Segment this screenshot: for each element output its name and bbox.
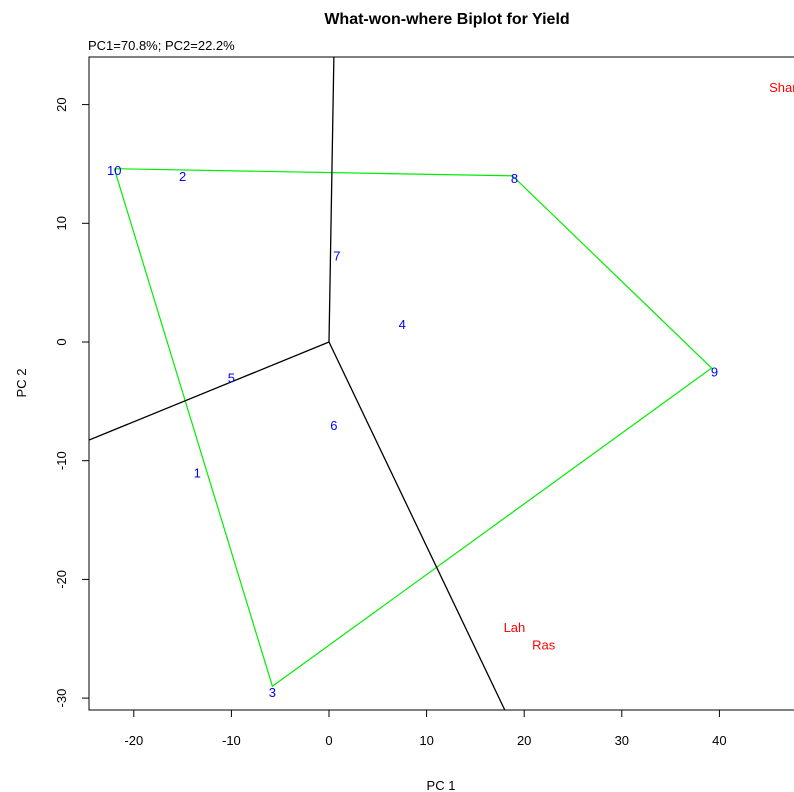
- genotype-labels-layer: 1 2 3 4 5 6 7 8 9 10: [107, 163, 718, 700]
- genotype-label-5: 5: [228, 371, 235, 386]
- genotype-label-9: 9: [711, 365, 718, 380]
- genotype-label-6: 6: [330, 418, 337, 433]
- polygon-layer: [113, 168, 713, 688]
- x-axis-label: PC 1: [427, 778, 456, 792]
- genotype-label-10: 10: [107, 163, 121, 178]
- genotype-label-2: 2: [179, 169, 186, 184]
- genotype-label-7: 7: [333, 248, 340, 263]
- chart-title: What-won-where Biplot for Yield: [324, 11, 569, 28]
- genotype-label-1: 1: [194, 466, 201, 481]
- sector-rays-layer: [89, 57, 506, 710]
- sector-ray-1: [328, 57, 335, 343]
- genotype-label-3: 3: [269, 685, 276, 700]
- convex-hull-polygon: [113, 168, 713, 688]
- x-tick-label: 0: [325, 733, 332, 748]
- x-tick-label: 40: [712, 733, 726, 748]
- plot-area: 1 2 3 4 5 6 7 8 9 10 Shar Lah Ras: [89, 57, 794, 710]
- environment-label-ras: Ras: [532, 638, 556, 653]
- y-tick-label: -20: [54, 570, 69, 589]
- y-tick-label: -10: [54, 451, 69, 470]
- environment-label-shar: Shar: [769, 80, 794, 95]
- y-tick-label: 0: [54, 338, 69, 345]
- plot-frame: [88, 56, 794, 711]
- x-axis: -20 -10 0 10 20 30 40: [124, 709, 727, 748]
- y-axis-label: PC 2: [14, 369, 29, 398]
- genotype-label-8: 8: [511, 171, 518, 186]
- chart-subtitle: PC1=70.8%; PC2=22.2%: [88, 38, 235, 53]
- x-tick-label: 20: [517, 733, 531, 748]
- genotype-label-4: 4: [399, 317, 406, 332]
- sector-ray-2: [89, 341, 330, 441]
- environment-label-lah: Lah: [504, 620, 526, 635]
- environment-labels-layer: Shar Lah Ras: [504, 80, 794, 653]
- x-tick-label: -10: [222, 733, 241, 748]
- sector-ray-3: [328, 341, 506, 710]
- x-tick-label: 10: [419, 733, 433, 748]
- y-tick-label: -30: [54, 689, 69, 708]
- x-tick-label: 30: [615, 733, 629, 748]
- x-tick-label: -20: [124, 733, 143, 748]
- y-tick-label: 20: [54, 97, 69, 111]
- y-axis: -30 -20 -10 0 10 20: [54, 97, 90, 708]
- y-tick-label: 10: [54, 216, 69, 230]
